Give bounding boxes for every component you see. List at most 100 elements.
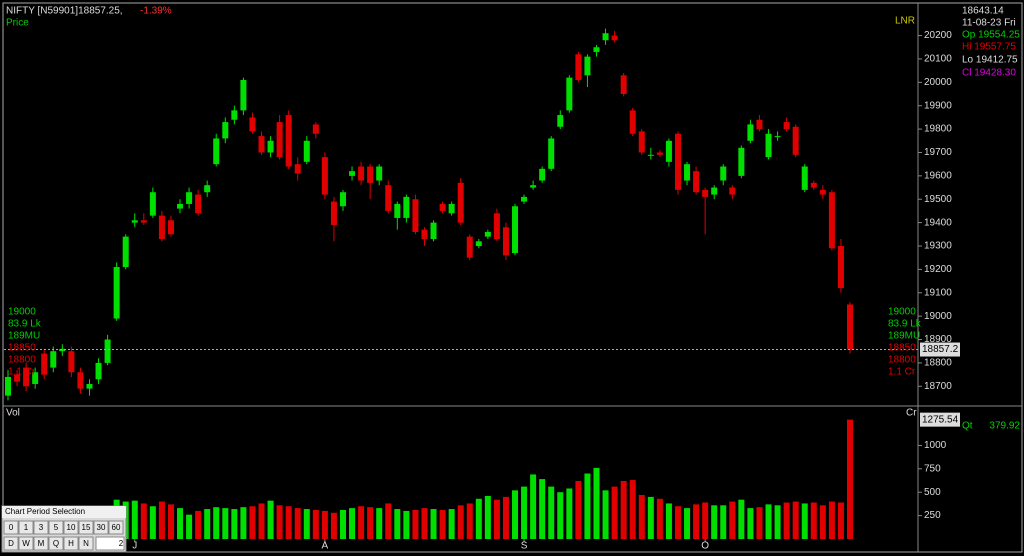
volume-bar <box>593 467 600 539</box>
x-tick-label: O <box>701 541 709 552</box>
candle-body <box>674 133 681 190</box>
period-button[interactable]: 10 <box>63 520 79 535</box>
period-button[interactable]: 30 <box>93 520 109 535</box>
price-label: Price <box>6 18 29 29</box>
period-button[interactable]: W <box>18 536 34 551</box>
volume-bar <box>158 501 165 539</box>
period-button-bg <box>48 536 64 551</box>
candle-body <box>847 304 853 350</box>
candle-body <box>77 372 84 389</box>
candle-body <box>50 351 57 368</box>
volume-bar <box>177 508 184 539</box>
volume-bar <box>502 496 509 539</box>
volume-unit: Cr <box>906 408 917 419</box>
period-button[interactable]: M <box>33 536 49 551</box>
period-panel-header <box>2 506 126 518</box>
candle-body <box>312 124 319 134</box>
candle-body <box>774 136 781 138</box>
volume-bar <box>195 510 202 539</box>
volume-bar <box>204 509 211 539</box>
candle-body <box>602 33 609 41</box>
period-button[interactable]: 3 <box>33 520 49 535</box>
candle-body <box>167 220 174 235</box>
volume-bar <box>738 499 745 539</box>
volume-bar <box>312 509 319 539</box>
side-label-left: 189MU <box>8 331 40 342</box>
volume-bar <box>638 495 645 539</box>
volume-bar <box>149 506 156 539</box>
candle-body <box>23 367 30 387</box>
volume-bar <box>783 502 790 539</box>
period-panel: Chart Period Selection 0 1 3 5 10 15 30 60 D W M Q H N… <box>1 505 127 553</box>
period-button[interactable]: 15 <box>78 520 94 535</box>
period-button[interactable]: 5 <box>48 520 64 535</box>
volume-bar <box>412 509 419 539</box>
period-button-label: N <box>83 539 89 548</box>
x-tick-label: S <box>521 541 528 552</box>
period-button[interactable]: H <box>63 536 79 551</box>
candle-body <box>493 213 500 239</box>
period-button[interactable]: D <box>3 536 19 551</box>
y-tick-label: 20000 <box>924 77 952 88</box>
info-high: Hi 19557.75 <box>962 42 1016 53</box>
candle-body <box>656 152 663 155</box>
candle-body <box>430 222 437 239</box>
y-tick-label: 20200 <box>924 30 952 41</box>
x-tick-label: J <box>132 541 137 552</box>
period-input[interactable]: 2 <box>95 536 125 551</box>
volume-bar <box>828 501 835 539</box>
candle-body <box>14 374 21 382</box>
x-tick-label: A <box>322 541 329 552</box>
y2-tick-label: 250 <box>924 510 941 521</box>
candle-body <box>367 166 374 183</box>
volume-bar <box>448 509 455 539</box>
period-input-bg <box>95 536 125 551</box>
info-open: Op 19554.25 <box>962 30 1020 41</box>
volume-bar <box>222 508 229 539</box>
period-button-label: M <box>38 539 45 548</box>
candle-body <box>267 140 274 153</box>
y-tick-label: 19800 <box>924 124 952 135</box>
qty: 379.92 <box>989 421 1020 432</box>
volume-bar <box>321 510 328 539</box>
period-button[interactable]: 1 <box>18 520 34 535</box>
candle-body <box>521 196 528 202</box>
volume-bar <box>475 498 482 539</box>
period-button[interactable]: Q <box>48 536 64 551</box>
last-price-label: 18857.2 <box>922 344 959 355</box>
period-panel-title: Chart Period Selection <box>5 507 85 516</box>
candle-body <box>783 122 790 130</box>
candle-body <box>68 351 75 373</box>
candle-body <box>584 56 591 76</box>
y-tick-label: 18900 <box>924 334 952 345</box>
period-button-label: 10 <box>67 523 76 532</box>
volume-bar <box>421 508 428 539</box>
volume-bar <box>575 480 582 539</box>
candle-body <box>421 229 428 239</box>
candle-body <box>819 189 826 195</box>
candle-body <box>611 35 618 41</box>
volume-bar <box>376 508 383 539</box>
volume-bar <box>584 473 591 539</box>
period-button-label: 3 <box>39 523 44 532</box>
volume-bar <box>566 488 573 539</box>
period-button[interactable]: 0 <box>3 520 19 535</box>
volume-bar <box>611 486 618 539</box>
y-tick-label: 19300 <box>924 241 952 252</box>
candle-body <box>512 206 519 254</box>
y-tick-label: 19400 <box>924 217 952 228</box>
period-button[interactable]: 60 <box>108 520 124 535</box>
candle-body <box>385 185 392 211</box>
period-button-label: 15 <box>82 523 91 532</box>
period-button[interactable]: N <box>78 536 94 551</box>
y-tick-label: 18800 <box>924 358 952 369</box>
candle-body <box>330 201 337 225</box>
volume-bar <box>249 506 256 539</box>
candle-body <box>575 54 582 80</box>
period-button-bg <box>33 536 49 551</box>
volume-bar <box>792 501 799 539</box>
volume-bar <box>702 502 709 539</box>
volume-bar <box>303 509 310 539</box>
period-button-label: 1 <box>24 523 29 532</box>
